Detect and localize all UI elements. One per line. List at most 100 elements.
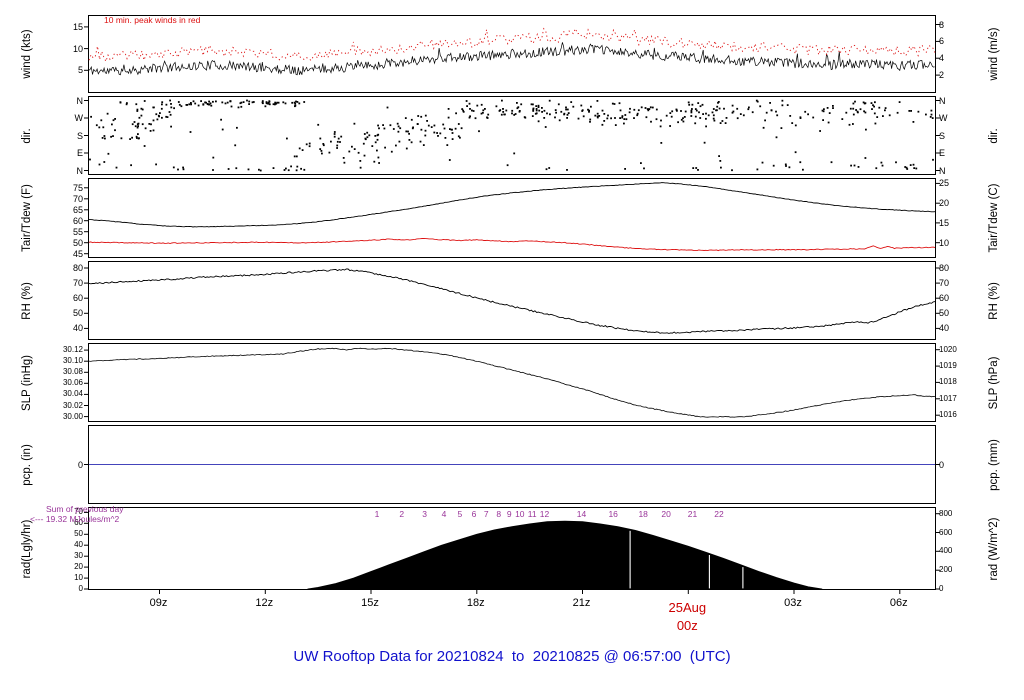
rad-hour-mark: 21 <box>687 509 698 519</box>
wind-direction-dot <box>322 144 325 147</box>
wind-direction-dot <box>284 102 287 105</box>
wind-direction-dot <box>822 110 825 113</box>
wind-direction-dot <box>637 109 640 112</box>
wind-direction-dot <box>451 138 454 140</box>
wind-direction-dot <box>850 164 852 167</box>
wind-direction-dot <box>247 168 250 171</box>
wind-left-tick-label: 10 <box>72 43 83 54</box>
wind-direction-dot <box>130 164 132 167</box>
wind-direction-dot <box>716 105 719 108</box>
wind-direction-dot <box>854 100 856 103</box>
temp-left-tick-label: 65 <box>72 204 83 215</box>
wind-direction-dot <box>565 108 567 111</box>
wind-direction-dot <box>541 107 543 109</box>
dir-left-tick-label: N <box>76 165 84 176</box>
wind-direction-dot <box>862 101 865 104</box>
wind-direction-dot <box>457 123 460 125</box>
rad-left-tick-label: 10 <box>74 573 83 583</box>
wind-direction-dot <box>98 163 101 166</box>
wind-direction-dot <box>161 103 163 106</box>
wind-direction-dot <box>407 130 409 133</box>
wind-direction-dot <box>336 147 338 149</box>
wind-direction-dot <box>819 130 821 132</box>
wind-direction-dot <box>852 123 854 125</box>
wind-direction-dot <box>669 112 672 114</box>
wind-right-tick-label: 8 <box>939 19 945 30</box>
wind-direction-dot <box>501 99 503 102</box>
wind-direction-dot <box>530 103 533 106</box>
wind-right-axis-title: wind (m/s) <box>988 27 1000 81</box>
wind-direction-dot <box>209 102 212 105</box>
wind-direction-dot <box>353 122 356 125</box>
wind-direction-dot <box>258 168 260 171</box>
rad-left-tick-label: 60 <box>74 518 83 528</box>
wind-direction-dot <box>169 113 172 116</box>
wind-direction-dot <box>322 143 325 145</box>
wind-direction-dot <box>185 104 188 106</box>
wind-direction-dot <box>466 105 468 107</box>
wind-direction-dot <box>633 108 636 111</box>
wind-direction-dot <box>888 114 891 117</box>
wind-direction-dot <box>261 101 264 104</box>
wind-direction-dot <box>337 137 340 140</box>
wind-direction-dot <box>459 136 461 139</box>
wind-direction-dot <box>548 99 551 102</box>
wind-direction-dot <box>103 161 106 163</box>
wind-direction-dot <box>841 118 844 120</box>
x-tick-label: 09z <box>149 597 168 609</box>
wind-direction-dot <box>420 115 423 118</box>
wind-direction-dot <box>640 162 642 164</box>
wind-direction-dot <box>295 155 298 158</box>
wind-direction-dot <box>328 151 331 154</box>
wind-direction-dot <box>378 162 380 164</box>
wind-direction-dot <box>411 127 414 130</box>
wind-direction-dot <box>624 168 626 170</box>
wind-direction-dot <box>333 133 336 135</box>
wind-right-tick-label: 4 <box>939 53 945 64</box>
wind-direction-dot <box>711 111 714 114</box>
wind-direction-dot <box>826 107 829 109</box>
wind-direction-dot <box>511 109 514 112</box>
wind-direction-dot <box>398 140 401 143</box>
wind-direction-dot <box>587 108 589 111</box>
wind-direction-dot <box>182 166 184 169</box>
wind-direction-dot <box>543 109 546 112</box>
wind-direction-dot <box>408 132 410 135</box>
wind-direction-dot <box>190 102 192 104</box>
wind-direction-dot <box>896 111 899 114</box>
wind-direction-dot <box>712 114 715 117</box>
wind-direction-dot <box>538 109 541 112</box>
wind-direction-dot <box>682 117 684 120</box>
wind-direction-dot <box>910 110 912 112</box>
wind-plot <box>84 24 940 76</box>
rad-hour-mark: 4 <box>441 509 447 519</box>
wind-direction-dot <box>932 158 934 161</box>
wind-direction-dot <box>832 105 834 107</box>
pcp-right-axis-title: pcp. (mm) <box>988 438 1000 491</box>
wind-direction-dot <box>732 110 735 113</box>
wind-direction-dot <box>208 100 210 103</box>
wind-direction-dot <box>610 117 612 120</box>
wind-direction-dot <box>287 169 290 172</box>
wind-direction-dot <box>543 117 546 119</box>
dir-right-tick-label: N <box>939 95 946 106</box>
wind-direction-dot <box>126 102 128 104</box>
wind-direction-dot <box>781 99 784 102</box>
wind-direction-dot <box>852 102 855 105</box>
wind-direction-dot <box>683 116 686 118</box>
wind-direction-dot <box>555 111 557 114</box>
wind-direction-dot <box>646 108 649 110</box>
wind-direction-dot <box>321 152 323 155</box>
wind-direction-dot <box>471 109 473 112</box>
rad-left-tick-label: 40 <box>74 540 83 550</box>
wind-direction-dot <box>544 126 547 128</box>
pcp-plot <box>84 464 940 465</box>
wind-direction-dot <box>137 137 140 140</box>
wind-direction-dot <box>268 103 271 106</box>
wind-direction-dot <box>137 122 140 125</box>
wind-direction-dot <box>770 109 773 112</box>
temp-left-tick-label: 70 <box>72 193 83 204</box>
x-date-label: 25Aug <box>668 600 707 615</box>
wind-direction-dot <box>864 111 867 114</box>
